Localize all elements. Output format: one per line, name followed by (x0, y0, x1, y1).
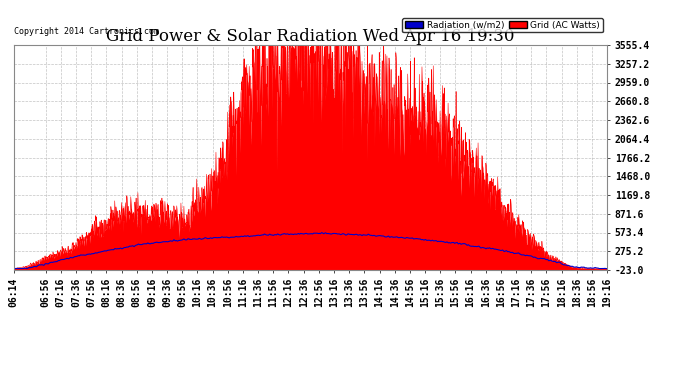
Title: Grid Power & Solar Radiation Wed Apr 16 19:30: Grid Power & Solar Radiation Wed Apr 16 … (106, 28, 515, 45)
Legend: Radiation (w/m2), Grid (AC Watts): Radiation (w/m2), Grid (AC Watts) (402, 18, 602, 32)
Text: Copyright 2014 Cartronics.com: Copyright 2014 Cartronics.com (14, 27, 159, 36)
